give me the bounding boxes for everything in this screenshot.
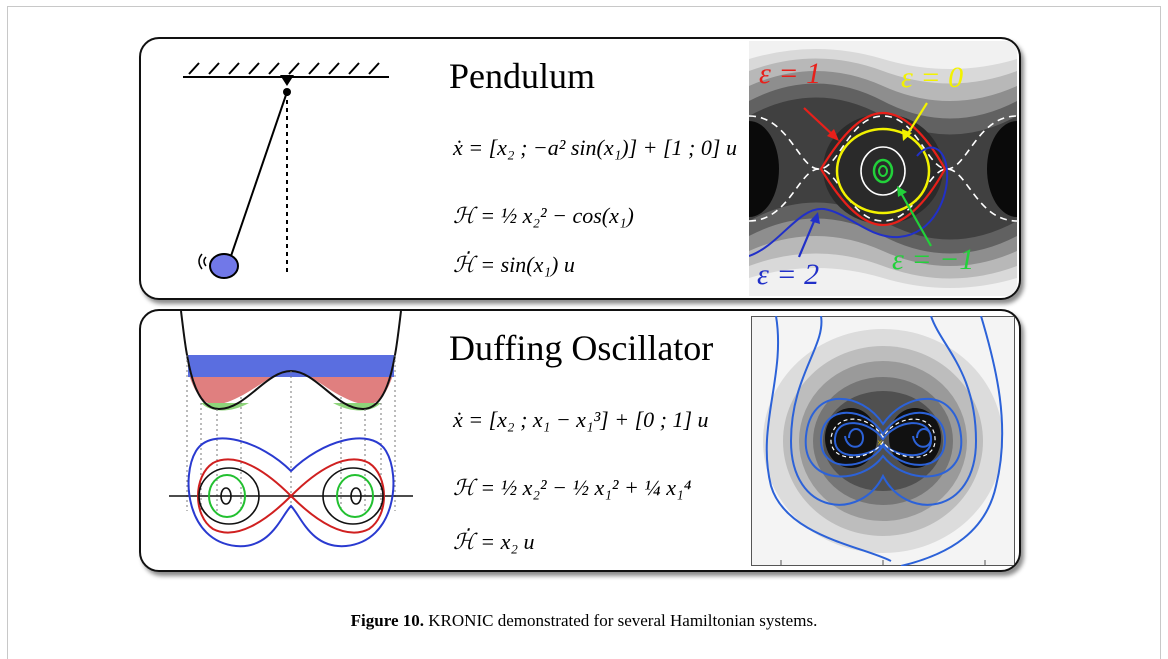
duffing-title: Duffing Oscillator [449, 328, 714, 368]
page-frame-top [7, 6, 1161, 7]
page-frame-left [7, 6, 8, 659]
duffing-equation-hdot: ℋ̇ = x₂ u [453, 529, 535, 554]
duffing-diagram [169, 311, 413, 548]
pendulum-panel: Pendulum ẋ = [x₂ ; −a² sin(x₁)] + [1 ; 0… [139, 37, 1021, 300]
epsilon-label-minus1: ε = −1 [892, 243, 974, 276]
pendulum-equation-hdot: ℋ̇ = sin(x₁) u [453, 252, 575, 277]
epsilon-label-1: ε = 1 [759, 57, 821, 90]
pendulum-title: Pendulum [449, 56, 596, 96]
figure-caption-label: Figure 10. [350, 611, 425, 630]
pendulum-equation-hamiltonian: ℋ = ½ x₂² − cos(x₁) [453, 203, 634, 228]
figure-caption: Figure 10. KRONIC demonstrated for sever… [0, 611, 1168, 631]
duffing-equation-hamiltonian: ℋ = ½ x₂² − ½ x₁² + ¼ x₁⁴ [453, 475, 692, 500]
duffing-phase-portrait: × [751, 316, 1015, 566]
svg-text:×: × [877, 438, 883, 449]
page-frame-right [1160, 6, 1161, 659]
pendulum-equation-xdot: ẋ = [x₂ ; −a² sin(x₁)] + [1 ; 0] u [453, 135, 737, 160]
duffing-panel: Duffing Oscillator ẋ = [x₂ ; x₁ − x₁³] +… [139, 309, 1021, 572]
pendulum-phase-portrait: ε = 1 ε = 0 ε = 2 ε = −1 [749, 41, 1017, 296]
epsilon-label-2: ε = 2 [757, 258, 819, 291]
pendulum-diagram [183, 62, 389, 279]
epsilon-label-0: ε = 0 [901, 61, 963, 94]
figure-caption-text: KRONIC demonstrated for several Hamilton… [424, 611, 818, 630]
duffing-equation-xdot: ẋ = [x₂ ; x₁ − x₁³] + [0 ; 1] u [453, 407, 709, 432]
